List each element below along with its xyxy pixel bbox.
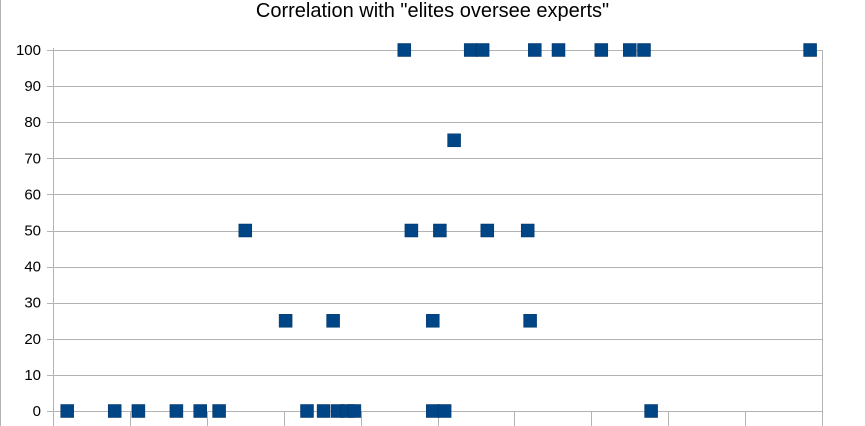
data-point	[523, 314, 537, 328]
data-point	[404, 223, 419, 238]
data-point	[60, 404, 74, 418]
data-point	[447, 133, 461, 148]
data-point	[347, 404, 362, 418]
y-tick-label-40: 40	[24, 259, 41, 276]
data-point	[278, 314, 293, 328]
data-point	[397, 43, 412, 57]
y-tick-label-70: 70	[24, 150, 41, 167]
y-tick-label-0: 0	[33, 403, 41, 420]
y-tick-label-10: 10	[24, 367, 41, 384]
data-point	[131, 404, 146, 418]
axes	[0, 0, 823, 426]
data-point	[551, 43, 566, 57]
data-point	[528, 43, 542, 57]
data-point	[212, 404, 226, 418]
data-point	[463, 43, 478, 57]
y-tick-label-30: 30	[24, 295, 41, 312]
data-point	[803, 43, 817, 57]
y-tick-label-50: 50	[24, 223, 41, 240]
data-point	[316, 404, 331, 418]
data-point	[107, 404, 122, 418]
y-tick-label-90: 90	[24, 78, 41, 95]
data-points	[60, 43, 817, 418]
data-point	[326, 314, 340, 328]
data-point	[594, 43, 609, 57]
data-point	[193, 404, 207, 418]
y-tick-label-80: 80	[24, 114, 41, 131]
data-point	[238, 223, 253, 238]
data-point	[426, 314, 440, 328]
data-point	[475, 43, 490, 57]
data-point	[437, 404, 452, 418]
chart-title: Correlation with "elites oversee experts…	[255, 0, 610, 22]
data-point	[426, 404, 440, 418]
y-tick-label-60: 60	[24, 186, 41, 203]
y-tick-labels: 0 10 20 30 40 50 60 70 80 90 100	[16, 42, 41, 420]
data-point	[644, 404, 658, 418]
data-point	[169, 404, 184, 418]
data-point	[480, 223, 495, 238]
data-point	[623, 43, 637, 57]
x-tick-marks	[53, 411, 823, 426]
y-tick-label-100: 100	[16, 42, 41, 59]
data-point	[520, 223, 535, 238]
y-tick-label-20: 20	[24, 331, 41, 348]
data-point	[300, 404, 314, 418]
data-point	[637, 43, 651, 57]
data-point	[433, 223, 447, 238]
